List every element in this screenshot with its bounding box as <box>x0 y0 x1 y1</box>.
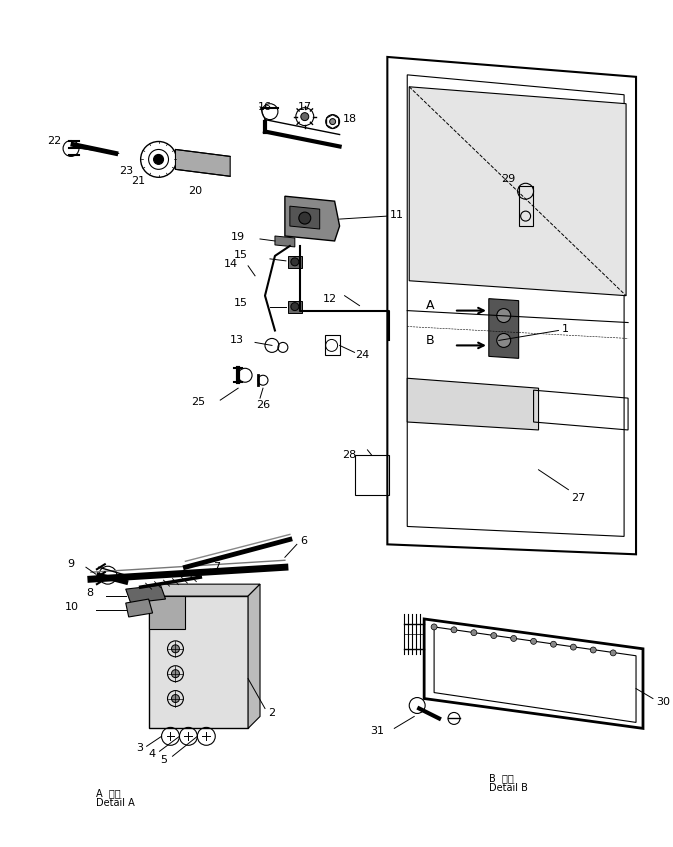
Circle shape <box>431 624 437 630</box>
Polygon shape <box>248 584 260 728</box>
Polygon shape <box>409 86 626 296</box>
Circle shape <box>291 302 299 311</box>
Text: 9: 9 <box>67 559 74 569</box>
Text: 27: 27 <box>571 493 586 502</box>
Text: Detail A: Detail A <box>96 798 135 808</box>
Circle shape <box>497 334 511 347</box>
Polygon shape <box>288 256 302 268</box>
Text: 24: 24 <box>355 351 369 360</box>
Text: 14: 14 <box>224 259 238 268</box>
Circle shape <box>153 154 164 164</box>
Text: 13: 13 <box>230 335 244 346</box>
Text: 6: 6 <box>299 536 307 546</box>
Text: 30: 30 <box>656 696 670 706</box>
Polygon shape <box>275 236 295 247</box>
Circle shape <box>491 633 497 639</box>
Circle shape <box>497 308 511 323</box>
Text: Detail B: Detail B <box>489 783 528 793</box>
Text: 18: 18 <box>343 113 357 124</box>
Text: 19: 19 <box>231 232 245 242</box>
Text: 4: 4 <box>149 750 155 759</box>
Text: 20: 20 <box>188 186 203 197</box>
Text: 21: 21 <box>131 176 145 186</box>
Text: B: B <box>425 334 434 347</box>
Text: B  詳図: B 詳図 <box>489 773 513 783</box>
Polygon shape <box>288 301 302 313</box>
Circle shape <box>291 257 299 266</box>
Polygon shape <box>407 379 538 430</box>
Circle shape <box>571 644 576 650</box>
Circle shape <box>172 670 180 678</box>
Text: 3: 3 <box>137 744 143 753</box>
Circle shape <box>610 650 616 656</box>
Circle shape <box>590 647 596 653</box>
Text: 31: 31 <box>370 727 384 736</box>
Text: A: A <box>425 299 434 313</box>
Text: 8: 8 <box>85 588 93 598</box>
Text: 15: 15 <box>234 250 248 260</box>
Circle shape <box>551 641 557 647</box>
Text: 10: 10 <box>65 602 79 612</box>
Circle shape <box>471 629 477 636</box>
Text: 15: 15 <box>234 297 248 307</box>
Text: 26: 26 <box>256 400 270 410</box>
Text: 29: 29 <box>501 174 516 185</box>
Text: 5: 5 <box>160 756 168 765</box>
Text: 16: 16 <box>258 102 272 112</box>
Polygon shape <box>126 599 153 617</box>
Text: 11: 11 <box>390 210 403 220</box>
Circle shape <box>330 119 336 125</box>
Circle shape <box>172 695 180 702</box>
Polygon shape <box>126 585 166 603</box>
Text: 28: 28 <box>343 450 357 460</box>
Circle shape <box>451 627 457 633</box>
Polygon shape <box>285 197 340 241</box>
Text: 23: 23 <box>118 166 133 176</box>
Circle shape <box>172 645 180 653</box>
Text: 25: 25 <box>191 397 205 407</box>
Text: A  詳図: A 詳図 <box>96 788 120 798</box>
Polygon shape <box>149 584 260 596</box>
Text: 2: 2 <box>268 708 275 718</box>
Text: 12: 12 <box>322 294 336 304</box>
Polygon shape <box>489 299 519 358</box>
Circle shape <box>299 212 311 224</box>
Text: 7: 7 <box>213 562 220 573</box>
Polygon shape <box>149 596 186 629</box>
Text: 22: 22 <box>47 136 61 147</box>
Text: 17: 17 <box>297 102 312 112</box>
Circle shape <box>511 635 517 641</box>
Circle shape <box>530 639 536 645</box>
Text: 1: 1 <box>561 324 569 334</box>
Polygon shape <box>149 596 248 728</box>
Polygon shape <box>290 206 320 229</box>
Circle shape <box>301 113 309 120</box>
Polygon shape <box>176 149 230 176</box>
